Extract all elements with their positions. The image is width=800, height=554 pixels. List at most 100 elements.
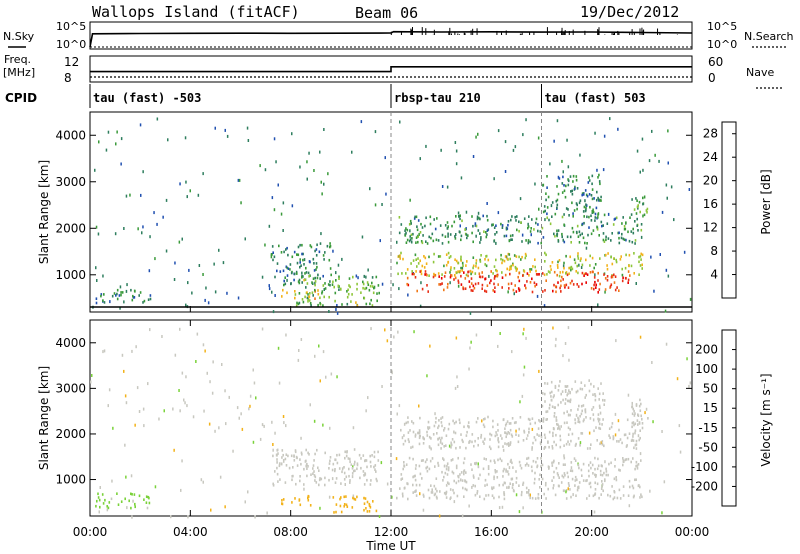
echo-cell	[433, 272, 435, 276]
echo-cell	[295, 304, 298, 307]
echo-cell	[412, 232, 414, 236]
echo-cell	[601, 440, 604, 443]
echo-cell	[520, 221, 522, 224]
echo-cell	[445, 484, 448, 487]
echo-cell	[522, 439, 525, 442]
echo-cell	[586, 273, 589, 276]
scatter-echo	[181, 459, 183, 463]
scatter-echo	[336, 375, 338, 379]
echo-cell	[572, 174, 575, 178]
echo-cell	[552, 431, 554, 435]
echo-cell	[597, 387, 599, 390]
scatter-echo	[562, 170, 564, 174]
echo-cell	[510, 267, 512, 271]
echo-cell	[307, 498, 310, 502]
echo-cell	[568, 272, 570, 275]
echo-cell	[577, 271, 579, 275]
scatter-echo	[308, 151, 310, 155]
echo-cell	[478, 216, 480, 220]
echo-cell	[522, 483, 524, 486]
echo-cell	[547, 270, 550, 273]
scatter-echo	[165, 249, 168, 253]
scatter-echo	[413, 330, 415, 334]
echo-cell	[348, 467, 350, 471]
echo-cell	[458, 418, 461, 422]
echo-cell	[598, 398, 600, 401]
echo-cell	[459, 473, 461, 476]
echo-cell	[496, 269, 498, 273]
power-y-label: Slant Range [km]	[37, 160, 51, 264]
echo-cell	[518, 460, 521, 464]
echo-cell	[596, 482, 599, 486]
scatter-echo	[323, 288, 325, 291]
scatter-echo	[125, 289, 128, 293]
echo-cell	[560, 279, 562, 283]
echo-cell	[469, 439, 471, 443]
echo-cell	[599, 473, 602, 477]
echo-cell	[585, 206, 587, 210]
scatter-echo	[564, 342, 567, 345]
scatter-echo	[398, 287, 400, 291]
scatter-echo	[314, 281, 316, 285]
scatter-echo	[90, 380, 92, 384]
scatter-echo	[331, 477, 334, 481]
echo-cell	[563, 240, 566, 244]
echo-cell	[570, 268, 572, 272]
echo-cell	[401, 272, 403, 275]
scatter-echo	[180, 488, 182, 492]
echo-cell	[561, 275, 563, 279]
echo-cell	[424, 460, 427, 464]
scatter-echo	[299, 165, 301, 169]
echo-cell	[494, 470, 497, 474]
echo-cell	[405, 227, 407, 230]
echo-cell	[497, 458, 499, 462]
echo-cell	[423, 266, 426, 269]
echo-cell	[511, 238, 513, 241]
echo-cell	[100, 293, 103, 296]
echo-cell	[461, 438, 463, 442]
echo-cell	[274, 470, 276, 473]
echo-cell	[432, 275, 435, 279]
echo-cell	[376, 479, 378, 483]
echo-cell	[599, 182, 601, 186]
echo-cell	[565, 272, 567, 275]
scatter-echo	[121, 353, 124, 357]
echo-cell	[485, 458, 487, 461]
echo-cell	[472, 284, 475, 288]
echo-cell	[335, 510, 337, 514]
echo-cell	[352, 275, 354, 279]
echo-cell	[527, 491, 530, 494]
echo-cell	[613, 477, 616, 481]
echo-cell	[473, 444, 475, 448]
scatter-echo	[477, 211, 480, 215]
scatter-echo	[277, 183, 279, 187]
scatter-echo	[552, 326, 554, 330]
scatter-echo	[604, 290, 606, 294]
scatter-echo	[138, 410, 141, 413]
echo-cell	[634, 242, 636, 245]
echo-cell	[511, 486, 514, 489]
echo-cell	[592, 270, 594, 274]
echo-cell	[504, 442, 506, 445]
echo-cell	[338, 277, 340, 280]
echo-cell	[597, 291, 599, 294]
scatter-echo	[525, 118, 527, 122]
echo-cell	[625, 238, 627, 242]
scatter-echo	[273, 208, 276, 212]
echo-cell	[279, 478, 281, 481]
echo-cell	[405, 421, 408, 425]
scatter-echo	[228, 395, 230, 399]
echo-cell	[595, 286, 597, 289]
echo-cell	[128, 499, 130, 503]
echo-cell	[302, 275, 304, 278]
scatter-echo	[497, 129, 500, 133]
echo-cell	[371, 285, 374, 288]
echo-cell	[329, 459, 331, 463]
echo-cell	[509, 257, 511, 261]
echo-cell	[585, 193, 588, 197]
echo-cell	[116, 288, 119, 292]
echo-cell	[545, 410, 547, 414]
echo-cell	[365, 459, 368, 462]
echo-cell	[591, 182, 593, 186]
echo-cell	[559, 438, 562, 442]
